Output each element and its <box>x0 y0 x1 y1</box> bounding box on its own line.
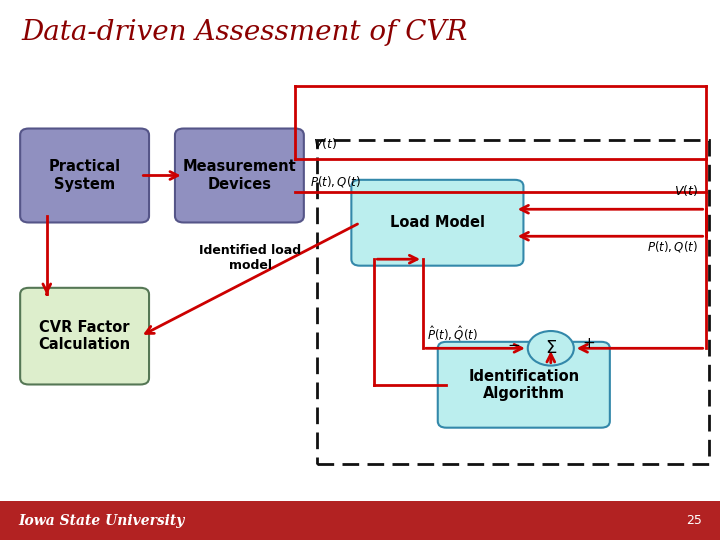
Text: $P(t),Q(t)$: $P(t),Q(t)$ <box>647 239 698 254</box>
Text: Load Model: Load Model <box>390 215 485 230</box>
FancyBboxPatch shape <box>351 180 523 266</box>
Text: Data-driven Assessment of CVR: Data-driven Assessment of CVR <box>22 19 468 46</box>
Text: $-$: $-$ <box>507 336 520 352</box>
FancyBboxPatch shape <box>175 129 304 222</box>
Text: $\hat{P}(t),\hat{Q}(t)$: $\hat{P}(t),\hat{Q}(t)$ <box>426 324 477 343</box>
Text: $V(t)$: $V(t)$ <box>313 136 338 151</box>
Text: CVR Factor
Calculation: CVR Factor Calculation <box>39 320 130 352</box>
Bar <box>0 501 720 540</box>
Text: $\Sigma$: $\Sigma$ <box>544 339 557 357</box>
Text: $P(t),Q(t)$: $P(t),Q(t)$ <box>310 174 361 189</box>
Text: $V(t)$: $V(t)$ <box>674 184 698 198</box>
FancyBboxPatch shape <box>20 129 149 222</box>
Bar <box>317 140 709 464</box>
Text: Identified load
model: Identified load model <box>199 244 301 272</box>
Text: Identification
Algorithm: Identification Algorithm <box>468 368 580 401</box>
Text: $+$: $+$ <box>582 336 595 352</box>
Text: Measurement
Devices: Measurement Devices <box>183 159 296 192</box>
FancyBboxPatch shape <box>20 288 149 384</box>
Text: Iowa State University: Iowa State University <box>18 514 184 528</box>
Text: 25: 25 <box>686 514 702 527</box>
Circle shape <box>528 331 574 366</box>
Text: Practical
System: Practical System <box>48 159 121 192</box>
FancyBboxPatch shape <box>438 342 610 428</box>
